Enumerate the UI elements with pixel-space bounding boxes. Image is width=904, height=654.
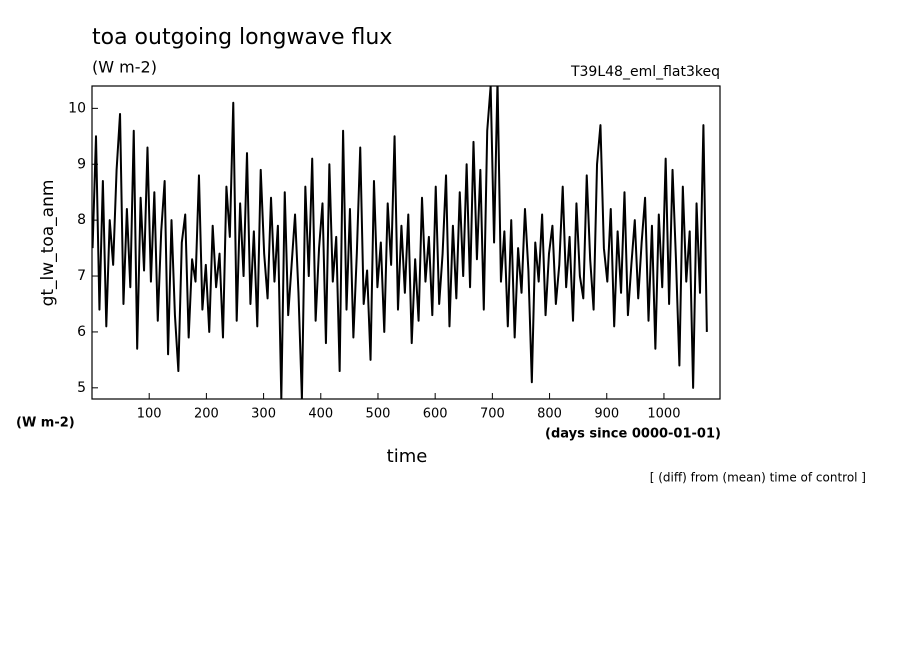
x-tick-label: 1000 xyxy=(647,407,680,422)
y-tick-label: 6 xyxy=(77,324,86,340)
x-tick-label: 200 xyxy=(194,407,219,422)
x-tick-label: 500 xyxy=(366,407,391,422)
x-tick-label: 700 xyxy=(480,407,505,422)
x-tick-label: 900 xyxy=(594,407,619,422)
x-units: (days since 0000-01-01) xyxy=(545,427,721,442)
x-tick-label: 600 xyxy=(423,407,448,422)
y-tick-label: 5 xyxy=(77,380,86,396)
note: [ (diff) from (mean) time of control ] xyxy=(650,471,866,485)
experiment-label: T39L48_eml_flat3keq xyxy=(570,64,720,80)
y-axis-label: gt_lw_toa_anm xyxy=(38,180,58,307)
chart-subtitle: (W m-2) xyxy=(92,58,157,77)
x-tick-label: 300 xyxy=(251,407,276,422)
y-tick-label: 10 xyxy=(68,100,86,116)
x-tick-label: 800 xyxy=(537,407,562,422)
x-tick-label: 400 xyxy=(308,407,333,422)
chart-title: toa outgoing longwave flux xyxy=(92,25,392,50)
x-axis-label: time xyxy=(387,446,428,467)
y-tick-label: 7 xyxy=(77,268,86,284)
y-tick-label: 9 xyxy=(77,156,86,172)
data-line xyxy=(92,86,708,399)
x-tick-label: 100 xyxy=(137,407,162,422)
y-tick-label: 8 xyxy=(77,212,86,228)
y-units: (W m-2) xyxy=(16,416,75,431)
